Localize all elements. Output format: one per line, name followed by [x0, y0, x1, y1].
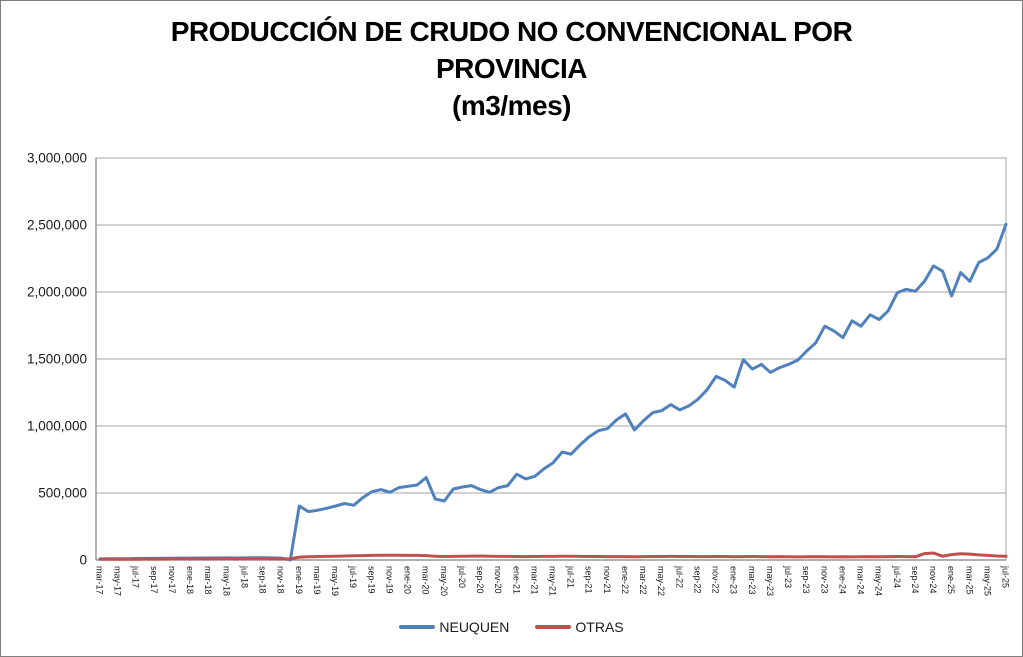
otras-line	[98, 551, 1008, 561]
neuquen-line	[98, 222, 1008, 562]
x-axis-tick-label: ene-23	[729, 566, 739, 594]
chart-title: PRODUCCIÓN DE CRUDO NO CONVENCIONAL POR …	[1, 13, 1022, 124]
chart-title-line-1: PRODUCCIÓN DE CRUDO NO CONVENCIONAL POR	[170, 16, 853, 47]
x-axis-tick-label: ene-21	[511, 566, 521, 594]
x-axis-tick-label: sep-18	[258, 566, 268, 594]
x-axis-tick-label: may-22	[656, 566, 666, 596]
x-axis-tick-label: nov-23	[819, 566, 829, 594]
x-axis-tick-label: jul-20	[457, 565, 467, 588]
x-axis-tick-label: mar-22	[638, 566, 648, 595]
x-axis-tick-label: ene-18	[185, 566, 195, 594]
y-axis-tick-label: 1,000,000	[27, 419, 87, 434]
x-axis-tick-label: jul-25	[1001, 565, 1011, 588]
x-axis-tick-label: sep-24	[910, 566, 920, 594]
legend-label-otras: OTRAS	[575, 619, 624, 635]
x-axis-tick-label: sep-17	[149, 566, 159, 594]
x-axis-tick-label: may-25	[982, 566, 992, 596]
x-axis-tick-label: mar-21	[529, 566, 539, 595]
x-axis-tick-label: mar-20	[421, 566, 431, 595]
x-axis-tick-label: may-24	[874, 566, 884, 596]
x-axis-tick-label: nov-19	[384, 566, 394, 594]
x-axis-tick-label: mar-24	[856, 566, 866, 595]
x-axis-tick-label: mar-18	[203, 566, 213, 595]
x-axis-tick-label: sep-20	[475, 566, 485, 594]
x-axis-tick-label: jul-18	[239, 565, 249, 588]
x-axis-tick-label: may-21	[548, 566, 558, 596]
chart-legend: NEUQUEN OTRAS	[1, 619, 1022, 635]
x-axis-tick-label: mar-23	[747, 566, 757, 595]
x-axis-tick-label: jul-19	[348, 565, 358, 588]
legend-label-neuquen: NEUQUEN	[439, 619, 510, 635]
x-axis-tick-label: jul-22	[674, 565, 684, 588]
neuquen-line-swatch	[399, 625, 436, 629]
y-axis-tick-label: 1,500,000	[27, 352, 87, 367]
x-axis-tick-label: nov-24	[928, 566, 938, 594]
x-axis-tick-label: ene-20	[403, 566, 413, 594]
legend-item-neuquen: NEUQUEN	[399, 619, 509, 635]
x-axis-tick-label: jul-23	[783, 565, 793, 588]
y-axis-tick-label: 0	[79, 553, 87, 568]
x-axis-tick-label: jul-17	[131, 565, 141, 588]
x-axis-tick-label: nov-21	[602, 566, 612, 594]
chart-title-line-2: PROVINCIA	[435, 53, 588, 84]
x-axis-tick-label: jul-21	[566, 565, 576, 588]
x-axis-tick-label: jul-24	[892, 565, 902, 588]
x-axis-tick-label: ene-22	[620, 566, 630, 594]
x-axis-tick-label: may-17	[113, 566, 123, 596]
x-axis-tick-label: mar-25	[964, 566, 974, 595]
y-axis-tick-label: 2,500,000	[27, 218, 87, 233]
x-axis-tick-label: ene-24	[837, 566, 847, 594]
chart-title-line-3: (m3/mes)	[452, 90, 571, 121]
x-axis-tick-label: ene-25	[946, 566, 956, 594]
x-axis-tick-label: may-23	[765, 566, 775, 596]
y-axis-tick-label: 2,000,000	[27, 285, 87, 300]
x-axis-tick-label: may-18	[221, 566, 231, 596]
legend-item-otras: OTRAS	[535, 619, 624, 635]
x-axis-tick-label: nov-20	[493, 566, 503, 594]
y-axis-tick-label: 500,000	[38, 486, 87, 501]
x-axis-tick-label: nov-17	[167, 566, 177, 594]
x-axis-tick-label: mar-19	[312, 566, 322, 595]
x-axis-tick-label: may-19	[330, 566, 340, 596]
x-axis-tick-label: may-20	[439, 566, 449, 596]
otras-line-swatch	[535, 625, 572, 629]
x-axis-tick-label: nov-18	[276, 566, 286, 594]
x-axis-tick-label: nov-22	[711, 566, 721, 594]
y-axis-tick-label: 3,000,000	[27, 151, 87, 166]
x-axis-tick-label: sep-23	[801, 566, 811, 594]
x-axis-tick-label: sep-21	[584, 566, 594, 594]
x-axis-tick-label: ene-19	[294, 566, 304, 594]
x-axis-tick-label: sep-22	[692, 566, 702, 594]
x-axis-tick-label: mar-17	[95, 566, 105, 595]
x-axis-tick-label: sep-19	[366, 566, 376, 594]
